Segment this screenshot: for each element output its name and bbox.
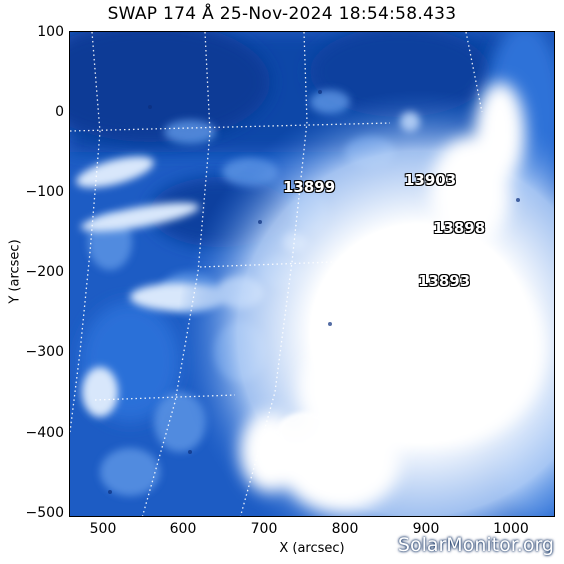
region-label-13903: 13903 xyxy=(404,171,457,189)
image-title: SWAP 174 Å 25-Nov-2024 18:54:58.433 xyxy=(107,4,457,24)
y-tick-label: −200 xyxy=(25,264,64,280)
y-tick-label: 0 xyxy=(55,104,64,120)
region-label-13899: 13899 xyxy=(283,178,336,196)
y-tick-label: −400 xyxy=(25,425,64,441)
x-axis-label: X (arcsec) xyxy=(279,541,345,556)
x-tick-label: 600 xyxy=(169,521,197,537)
y-tick-label: −100 xyxy=(25,184,64,200)
y-tick-label: −500 xyxy=(25,505,64,521)
euv-solar-image xyxy=(70,32,554,516)
region-label-13893: 13893 xyxy=(418,272,471,290)
y-tick-label: 100 xyxy=(37,24,64,40)
region-label-13898: 13898 xyxy=(433,219,486,237)
x-tick-label: 500 xyxy=(89,521,117,537)
x-tick-label: 1000 xyxy=(493,521,529,537)
x-tick-label: 800 xyxy=(331,521,359,537)
solar-image xyxy=(69,31,555,517)
x-tick-label: 900 xyxy=(412,521,440,537)
x-tick-label: 700 xyxy=(250,521,278,537)
watermark: SolarMonitor.org xyxy=(397,534,554,556)
y-axis-label: Y (arcsec) xyxy=(7,239,23,304)
y-tick-label: −300 xyxy=(25,344,64,360)
